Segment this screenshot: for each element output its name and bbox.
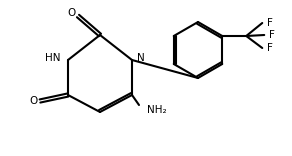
- Text: F: F: [269, 30, 275, 40]
- Text: F: F: [267, 18, 273, 28]
- Text: O: O: [68, 8, 76, 18]
- Text: NH₂: NH₂: [147, 105, 167, 115]
- Text: O: O: [30, 96, 38, 106]
- Text: F: F: [267, 43, 273, 53]
- Text: N: N: [137, 53, 145, 63]
- Text: HN: HN: [45, 53, 61, 63]
